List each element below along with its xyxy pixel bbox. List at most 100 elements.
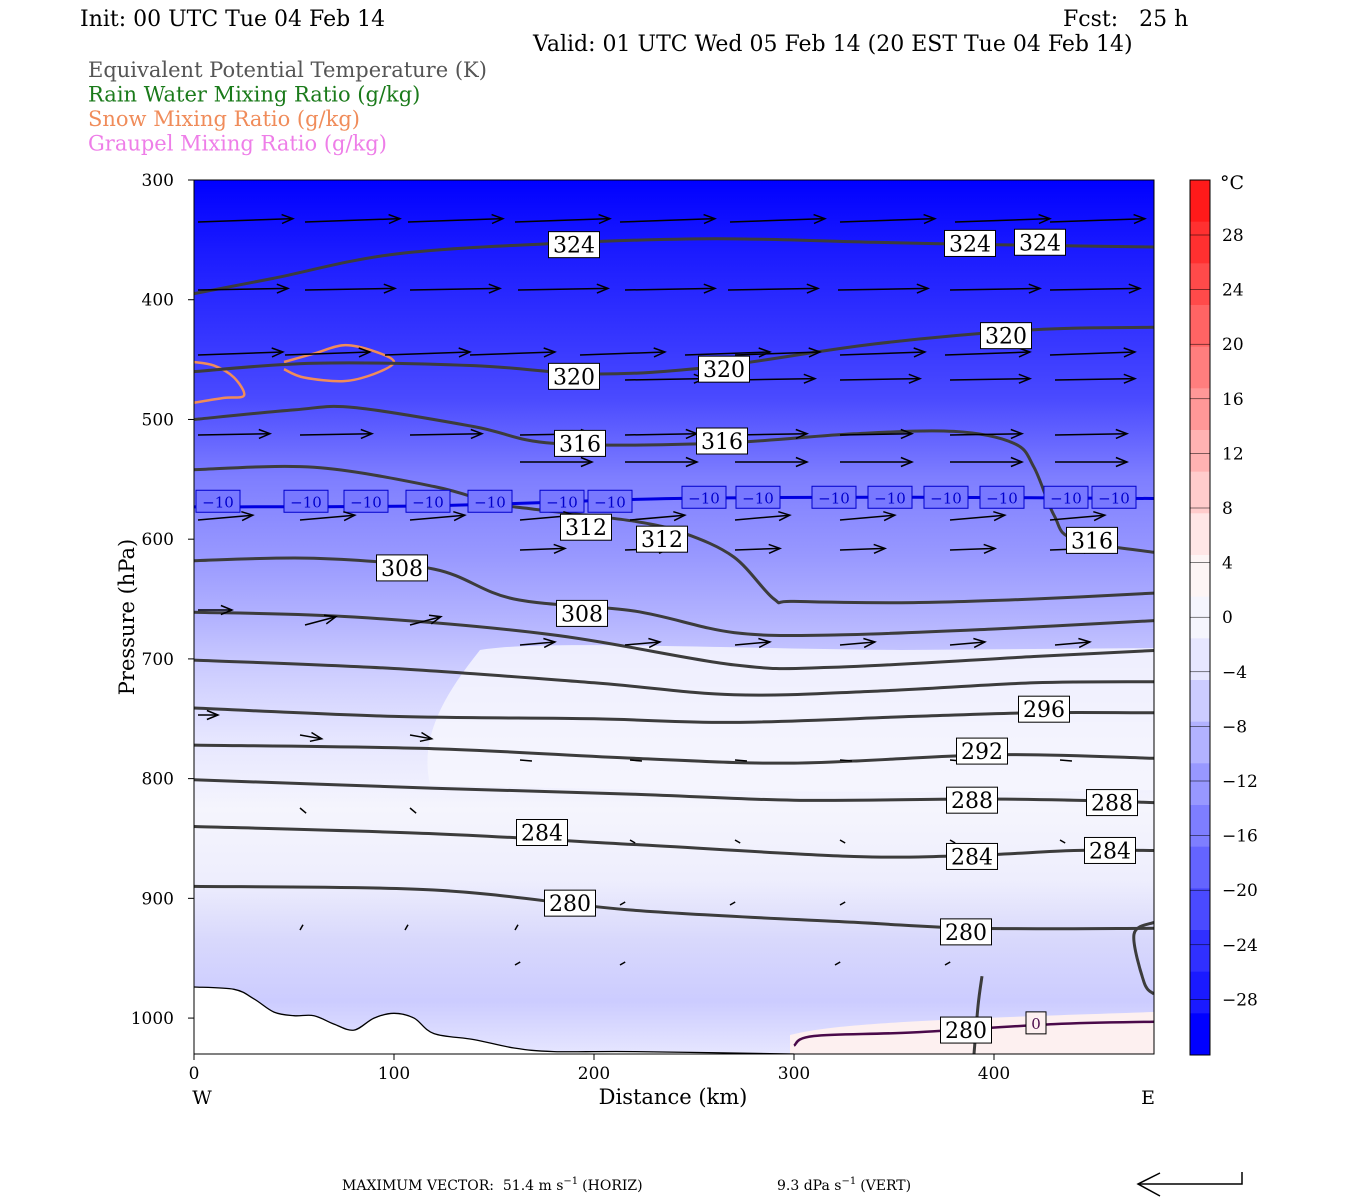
colorbar-tick-label: 24 bbox=[1222, 281, 1244, 301]
contour-label: 312 bbox=[565, 516, 607, 541]
theta-e-contour bbox=[194, 556, 1154, 638]
wind-vector-head bbox=[703, 213, 717, 225]
wind-vector-head bbox=[543, 347, 557, 358]
minus10-isotherm: −10 −10 −10 −10 −10 −10 −10 −10 −10 −10 −10 −10 −10−… bbox=[194, 485, 1154, 513]
wind-vector-shaft bbox=[839, 514, 895, 521]
wind-vector-shaft bbox=[619, 217, 715, 223]
wind-vector bbox=[735, 456, 809, 468]
colorbar-swatch bbox=[1190, 305, 1210, 348]
wind-vector bbox=[579, 347, 667, 358]
isotherm-label: −10 bbox=[350, 493, 382, 511]
wind-vector-shaft bbox=[304, 217, 400, 223]
contour-label: 320 bbox=[553, 365, 595, 390]
contour-label: 280 bbox=[945, 921, 987, 946]
contour-label: 320 bbox=[703, 358, 745, 383]
isotherm-label-box bbox=[979, 485, 1025, 509]
wind-vector bbox=[839, 839, 846, 844]
colorbar-tick-label: −28 bbox=[1222, 990, 1258, 1010]
wind-vector-shaft bbox=[734, 839, 741, 844]
contour-label: 324 bbox=[1019, 231, 1061, 256]
west-label: W bbox=[192, 1087, 212, 1109]
wind-vector-head bbox=[428, 614, 443, 625]
colorbar-tick-label: −24 bbox=[1222, 936, 1258, 956]
wind-vector-head bbox=[241, 510, 255, 522]
wind-vector-shaft bbox=[619, 901, 626, 906]
contour-label-box bbox=[1018, 695, 1070, 723]
wind-vector-shaft bbox=[1059, 759, 1073, 762]
theta-e-labels: 324 324 324 320 320 320 316 316 316 312 312 308 308 2… bbox=[376, 228, 1138, 1044]
isotherm-label: −10 bbox=[874, 489, 906, 507]
wind-vector-head bbox=[1115, 428, 1130, 440]
field-legend: Equivalent Potential Temperature (K)Rain… bbox=[88, 58, 487, 156]
wind-vector bbox=[619, 961, 626, 966]
wind-vector bbox=[299, 924, 304, 931]
contour-label: 320 bbox=[985, 325, 1027, 350]
wind-vector bbox=[949, 543, 998, 554]
wind-vector-shaft bbox=[839, 351, 925, 356]
wind-vector-head bbox=[360, 428, 375, 440]
wind-vector bbox=[950, 456, 1024, 468]
colorbar-swatch bbox=[1190, 721, 1210, 764]
contour-label: 312 bbox=[641, 528, 683, 553]
wind-vector-head bbox=[358, 347, 372, 358]
wind-vector bbox=[734, 839, 741, 844]
isotherm-label: −10 bbox=[986, 489, 1018, 507]
wind-vector-head bbox=[1018, 347, 1032, 358]
colorbar-swatch bbox=[1190, 930, 1210, 973]
wind-vector-shaft bbox=[299, 807, 307, 814]
contour-label-box bbox=[698, 355, 750, 383]
wind-vector-head bbox=[883, 510, 897, 522]
wind-vector bbox=[284, 347, 372, 358]
y-tick-label: 300 bbox=[142, 171, 174, 191]
wind-vector-head bbox=[453, 510, 467, 522]
wind-vector-shaft bbox=[629, 839, 636, 844]
wind-vector-shaft bbox=[514, 924, 519, 931]
wind-vector bbox=[1054, 428, 1130, 440]
contour-label: 280 bbox=[549, 892, 591, 917]
colorbar-tick-label: 8 bbox=[1222, 499, 1233, 519]
y-tick-label: 600 bbox=[142, 530, 174, 550]
contour-label-box bbox=[1086, 789, 1138, 817]
wind-vector-shaft bbox=[734, 514, 790, 521]
contour-label: 316 bbox=[559, 432, 601, 457]
contour-label: 284 bbox=[521, 822, 563, 847]
wind-vector bbox=[729, 901, 736, 906]
wind-vector-head bbox=[1010, 428, 1025, 440]
colorbar-tick-label: 16 bbox=[1222, 390, 1244, 410]
wind-vector-head bbox=[220, 604, 234, 616]
y-tick-label: 900 bbox=[142, 889, 174, 909]
y-axis: 300 400 500 600 700 800 900 1000 bbox=[131, 171, 194, 1029]
wind-vector-head bbox=[419, 731, 434, 743]
isotherm-label-box bbox=[283, 489, 329, 513]
wind-vector-shaft bbox=[1054, 377, 1136, 381]
isotherm-label: −10 bbox=[818, 489, 850, 507]
wind-vector bbox=[469, 347, 557, 358]
horiz-suffix: (HORIZ) bbox=[582, 1178, 642, 1194]
wind-vector-head bbox=[281, 213, 295, 225]
valid-time: Valid: 01 UTC Wed 05 Feb 14 (20 EST Tue … bbox=[532, 32, 1133, 57]
contour-label: 288 bbox=[951, 789, 993, 814]
wind-vector-shaft bbox=[629, 759, 643, 762]
wind-vector-head bbox=[908, 373, 923, 384]
wind-vector-head bbox=[983, 543, 998, 554]
colorbar-tick-label: −20 bbox=[1222, 881, 1258, 901]
wind-vector-head bbox=[258, 428, 273, 440]
wind-vector bbox=[839, 637, 877, 649]
wind-vector bbox=[409, 731, 434, 743]
wind-vector bbox=[629, 510, 687, 522]
wind-vector bbox=[1059, 839, 1066, 844]
wind-vector bbox=[520, 456, 594, 468]
wind-vector-shaft bbox=[949, 547, 995, 551]
wind-vector bbox=[1055, 456, 1129, 468]
wind-vector-shaft bbox=[619, 961, 626, 966]
wind-vector-shaft bbox=[949, 432, 1023, 436]
colorbar-swatch bbox=[1190, 846, 1210, 889]
isotherm-label-box bbox=[811, 485, 857, 509]
wind-vector-head bbox=[673, 510, 687, 522]
colorbar-frame bbox=[1189, 179, 1211, 1056]
max-vector-text: MAXIMUM VECTOR: 51.4 m s−1 (HORIZ) bbox=[342, 1176, 643, 1194]
wind-vector-shaft bbox=[514, 961, 521, 966]
wind-vector-head bbox=[271, 347, 285, 358]
wind-vector bbox=[198, 709, 220, 721]
